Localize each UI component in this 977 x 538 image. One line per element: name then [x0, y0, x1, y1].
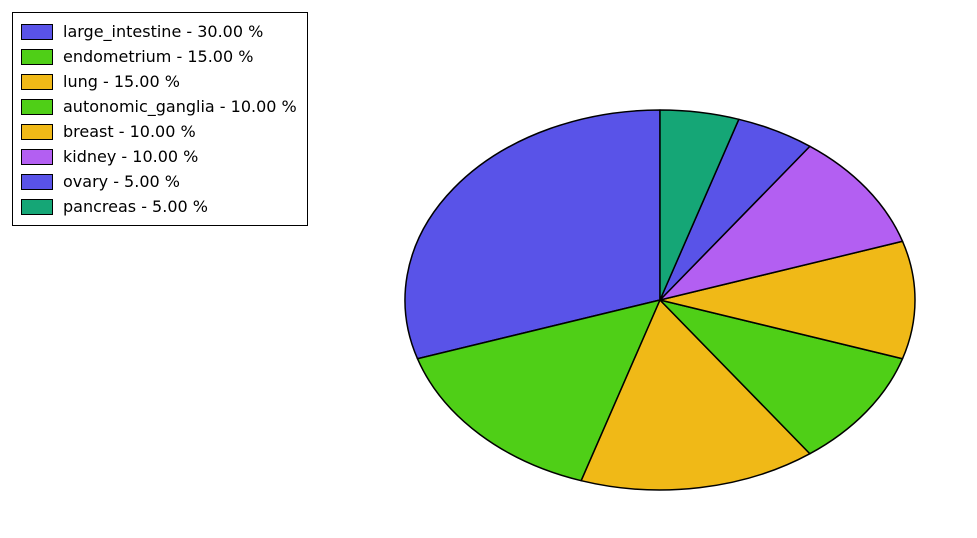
legend-swatch — [21, 149, 53, 165]
legend-label: lung - 15.00 % — [63, 72, 180, 91]
legend-item: autonomic_ganglia - 10.00 % — [21, 94, 297, 119]
legend-swatch — [21, 49, 53, 65]
legend-item: large_intestine - 30.00 % — [21, 19, 297, 44]
legend-item: endometrium - 15.00 % — [21, 44, 297, 69]
pie-chart: 30151510101055 — [403, 108, 917, 492]
legend-item: breast - 10.00 % — [21, 119, 297, 144]
legend-label: endometrium - 15.00 % — [63, 47, 253, 66]
legend-swatch — [21, 99, 53, 115]
legend-label: breast - 10.00 % — [63, 122, 196, 141]
legend-swatch — [21, 124, 53, 140]
legend-label: kidney - 10.00 % — [63, 147, 198, 166]
chart-stage: large_intestine - 30.00 % endometrium - 1… — [0, 0, 977, 538]
legend-box: large_intestine - 30.00 % endometrium - 1… — [12, 12, 308, 226]
legend-label: ovary - 5.00 % — [63, 172, 180, 191]
legend-swatch — [21, 24, 53, 40]
legend-label: large_intestine - 30.00 % — [63, 22, 263, 41]
legend-swatch — [21, 74, 53, 90]
legend-item: kidney - 10.00 % — [21, 144, 297, 169]
legend-swatch — [21, 174, 53, 190]
pie-holder: 30151510101055 — [403, 108, 917, 492]
legend-label: pancreas - 5.00 % — [63, 197, 208, 216]
legend-item: pancreas - 5.00 % — [21, 194, 297, 219]
legend-label: autonomic_ganglia - 10.00 % — [63, 97, 297, 116]
legend-item: lung - 15.00 % — [21, 69, 297, 94]
legend-item: ovary - 5.00 % — [21, 169, 297, 194]
legend-swatch — [21, 199, 53, 215]
